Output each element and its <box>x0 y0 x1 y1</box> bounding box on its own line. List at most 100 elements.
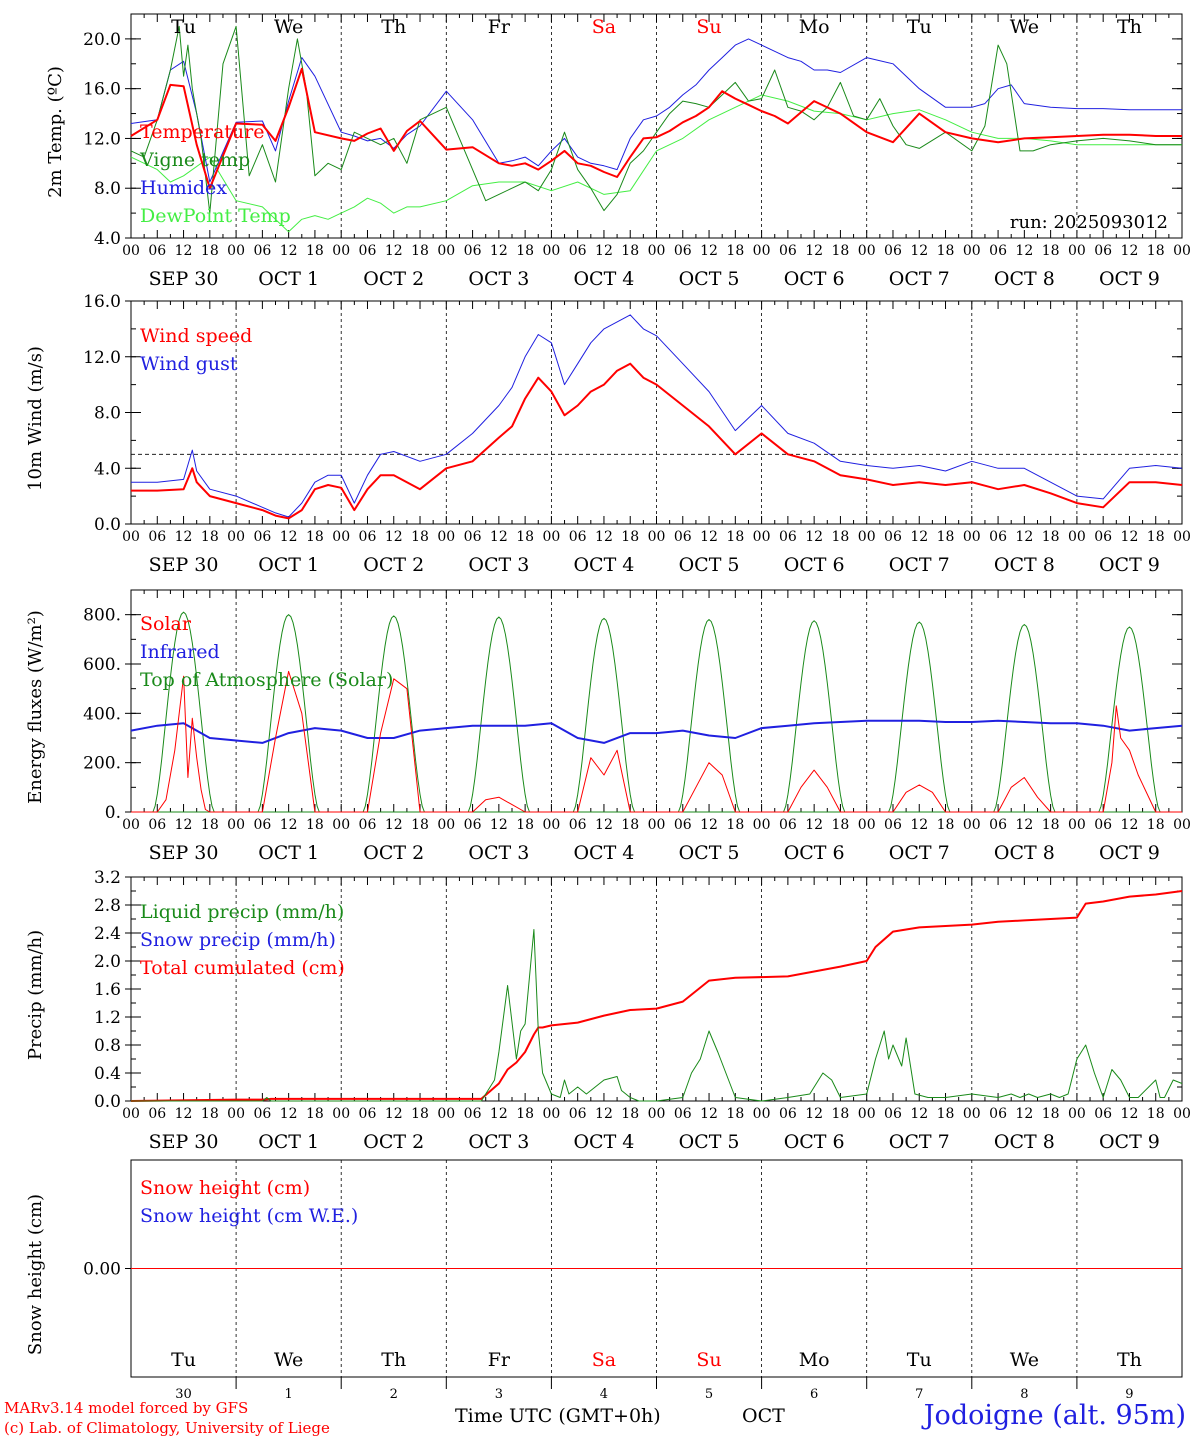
x-hour-label: 12 <box>490 817 508 833</box>
x-hour-label: 00 <box>753 817 771 833</box>
x-hour-label: 00 <box>648 817 666 833</box>
x-date-label: OCT 6 <box>784 554 845 576</box>
x-hour-label: 12 <box>1121 529 1139 545</box>
x-hour-label: 12 <box>490 243 508 259</box>
x-date-label: OCT 7 <box>889 1131 950 1153</box>
x-hour-label: 18 <box>937 243 955 259</box>
x-hour-label: 00 <box>542 529 560 545</box>
x-hour-label: 18 <box>1042 243 1060 259</box>
x-hour-label: 00 <box>648 243 666 259</box>
x-date-label: OCT 4 <box>573 1131 634 1153</box>
panel-snow: 0.00 Snow height (cm) Snow height (cm) Snow… <box>25 1159 1183 1378</box>
x-date-label: OCT 3 <box>468 842 529 864</box>
x-hour-label: 18 <box>201 243 219 259</box>
x-date-label: OCT 4 <box>573 268 634 290</box>
bottom-day-number: 4 <box>600 1387 608 1402</box>
x-hour-label: 18 <box>726 1106 744 1122</box>
x-hour-label: 12 <box>700 1106 718 1122</box>
x-hour-label: 00 <box>1173 817 1191 833</box>
x-hour-label: 12 <box>595 243 613 259</box>
y-tick-label: 0.4 <box>94 1064 121 1084</box>
series-line-liquid-precip-mm-h- <box>131 929 1183 1102</box>
x-hour-label: 00 <box>542 243 560 259</box>
x-hour-label: 18 <box>832 529 850 545</box>
x-hour-label: 06 <box>569 243 587 259</box>
legend-entry: Infrared <box>140 641 220 663</box>
legend-entry: Wind speed <box>140 325 252 347</box>
x-hour-label: 12 <box>1015 1106 1033 1122</box>
bottom-day-labels: Tu 30 We 1 Th 2 Fr 3 Sa 4 Su 5 Mo 6 Tu 7 We 8 Th 9 <box>171 1349 1142 1402</box>
x-date-label: SEP 30 <box>149 554 219 576</box>
y-tick-label: 2.0 <box>94 952 121 972</box>
y-tick-label: 800. <box>83 606 121 626</box>
x-hour-label: 18 <box>621 243 639 259</box>
x-hour-label: 12 <box>805 1106 823 1122</box>
x-hour-label: 12 <box>805 243 823 259</box>
x-hour-label: 06 <box>779 529 797 545</box>
x-hour-label: 18 <box>411 243 429 259</box>
x-date-label: OCT 9 <box>1099 842 1160 864</box>
x-date-label: OCT 6 <box>784 842 845 864</box>
x-hour-label: 18 <box>621 1106 639 1122</box>
x-date-label: OCT 5 <box>679 268 740 290</box>
x-hour-label: 18 <box>516 243 534 259</box>
x-hour-label: 18 <box>726 817 744 833</box>
toa-solar-curve <box>783 620 846 813</box>
y-axis-label: Snow height (cm) <box>25 1194 46 1355</box>
x-hour-label: 12 <box>910 243 928 259</box>
y-tick-label: 400. <box>83 704 121 724</box>
y-tick-label: 0.0 <box>94 515 121 535</box>
x-hour-label: 18 <box>306 529 324 545</box>
x-hour-label: 06 <box>464 243 482 259</box>
x-hour-label: 12 <box>175 1106 193 1122</box>
legend-entry: Wind gust <box>140 353 238 375</box>
x-hour-label: 18 <box>201 1106 219 1122</box>
y-tick-label: 2.4 <box>94 924 121 944</box>
x-date-label: OCT 9 <box>1099 1131 1160 1153</box>
x-hour-label: 00 <box>437 243 455 259</box>
x-hour-label: 18 <box>516 529 534 545</box>
series-line-vigne-temp <box>130 25 1182 214</box>
x-hour-label: 12 <box>280 529 298 545</box>
y-axis-label: 10m Wind (m/s) <box>25 346 46 491</box>
toa-solar-curve <box>888 621 951 813</box>
x-date-label: OCT 1 <box>258 554 319 576</box>
x-hour-label: 06 <box>989 817 1007 833</box>
x-hour-label: 06 <box>569 1106 587 1122</box>
x-hour-label: 18 <box>937 529 955 545</box>
bottom-day-number: 5 <box>705 1387 713 1402</box>
x-hour-label: 12 <box>595 817 613 833</box>
bottom-day-number: 6 <box>810 1387 818 1402</box>
bottom-day-name: Tu <box>907 1349 932 1371</box>
x-date-label: SEP 30 <box>149 1131 219 1153</box>
x-hour-label: 06 <box>464 529 482 545</box>
x-hour-label: 18 <box>201 817 219 833</box>
x-hour-label: 06 <box>674 529 692 545</box>
x-hour-label: 00 <box>437 529 455 545</box>
y-tick-label: 0. <box>105 803 121 823</box>
x-hour-label: 00 <box>332 243 350 259</box>
x-hour-label: 18 <box>726 243 744 259</box>
day-name: Mo <box>799 16 830 38</box>
x-date-label: OCT 1 <box>258 268 319 290</box>
x-hour-label: 06 <box>148 817 166 833</box>
x-hour-label: 06 <box>148 243 166 259</box>
x-hour-label: 12 <box>595 529 613 545</box>
x-date-label: OCT 9 <box>1099 268 1160 290</box>
day-name: Th <box>1117 16 1142 38</box>
x-hour-label: 06 <box>1094 1106 1112 1122</box>
x-date-label: OCT 8 <box>994 554 1055 576</box>
x-hour-label: 00 <box>1173 243 1191 259</box>
x-date-label: OCT 1 <box>258 1131 319 1153</box>
bottom-day-name: We <box>274 1349 303 1371</box>
x-date-label: SEP 30 <box>149 842 219 864</box>
x-hour-label: 06 <box>569 529 587 545</box>
x-hour-label: 18 <box>937 817 955 833</box>
x-hour-label: 18 <box>1147 243 1165 259</box>
toa-solar-curve <box>993 623 1056 813</box>
x-hour-label: 06 <box>359 529 377 545</box>
x-hour-label: 00 <box>332 1106 350 1122</box>
x-hour-label: 00 <box>437 817 455 833</box>
x-hour-label: 06 <box>253 529 271 545</box>
x-hour-label: 18 <box>516 817 534 833</box>
